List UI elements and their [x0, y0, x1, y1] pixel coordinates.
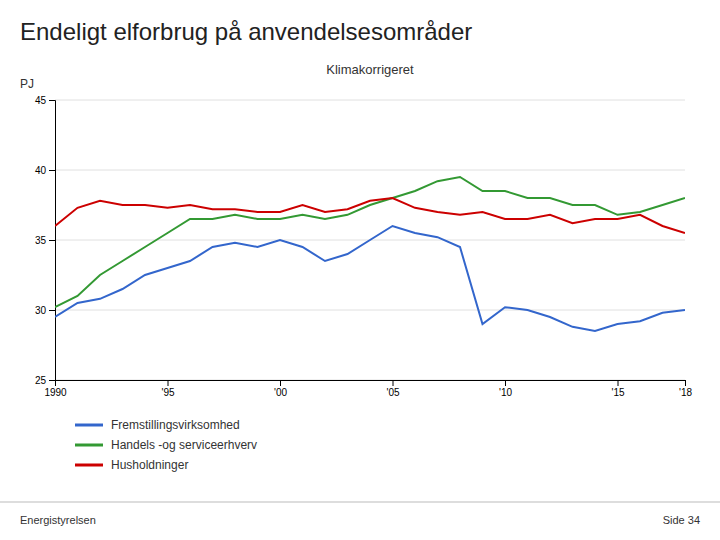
grid-line	[55, 170, 685, 171]
tick-label: '10	[499, 387, 512, 398]
tick: '05	[386, 380, 399, 398]
tick: '10	[499, 380, 512, 398]
tick: '15	[611, 380, 624, 398]
tick-mark	[618, 380, 619, 386]
legend-label: Fremstillingsvirksomhed	[111, 418, 240, 432]
legend: Fremstillingsvirksomhed Handels -og servi…	[75, 418, 257, 472]
tick: '95	[161, 380, 174, 398]
subtitle: Klimakorrigeret	[326, 62, 414, 77]
line	[55, 198, 685, 233]
tick-label: '18	[679, 387, 692, 398]
plot-area: 1990 '95 '00 '05 '10 '15 '18 25 30 35 40 45	[35, 95, 693, 398]
tick-label: '00	[274, 387, 287, 398]
legend-item: Fremstillingsvirksomhed	[75, 418, 240, 432]
legend-swatch	[75, 464, 103, 467]
y-axis: 25 30 35 40 45	[35, 95, 56, 386]
footer-rule	[0, 502, 720, 503]
tick-label: 45	[35, 95, 47, 106]
tick-label: 35	[35, 235, 47, 246]
chart: Endeligt elforbrug på anvendelsesområder…	[0, 0, 720, 540]
footer-text: Energistyrelsen	[20, 514, 96, 526]
y-axis-label: PJ	[20, 77, 34, 91]
axis-domain	[49, 101, 56, 381]
tick-label: 30	[35, 305, 47, 316]
tick-label: 25	[35, 375, 47, 386]
tick: '00	[274, 380, 287, 398]
tick: 45	[35, 95, 55, 106]
tick-mark	[280, 380, 281, 386]
tick: 30	[35, 305, 55, 316]
tick-mark	[49, 100, 55, 101]
legend-swatch	[75, 444, 103, 447]
line	[55, 177, 685, 307]
tick-mark	[505, 380, 506, 386]
tick-label: '15	[611, 387, 624, 398]
legend-swatch	[75, 424, 103, 427]
tick-label: 40	[35, 165, 47, 176]
legend-label: Husholdninger	[111, 458, 188, 472]
line	[55, 226, 685, 331]
tick-label: '05	[386, 387, 399, 398]
grid-line	[55, 100, 685, 101]
tick-mark	[685, 380, 686, 386]
tick: '18	[679, 380, 692, 398]
tick: 40	[35, 165, 55, 176]
tick-mark	[168, 380, 169, 386]
tick-label: 1990	[44, 387, 67, 398]
tick-mark	[49, 240, 55, 241]
tick: 25	[35, 375, 55, 386]
legend-item: Handels -og serviceerhverv	[75, 438, 257, 452]
tick-mark	[49, 170, 55, 171]
tick-mark	[49, 380, 55, 381]
series-group	[55, 177, 685, 331]
tick-mark	[49, 310, 55, 311]
grid-line	[55, 310, 685, 311]
title: Endeligt elforbrug på anvendelsesområder	[20, 18, 472, 45]
x-axis: 1990 '95 '00 '05 '10 '15 '18	[44, 380, 692, 398]
tick: 1990	[44, 380, 67, 398]
tick: 35	[35, 235, 55, 246]
grid	[55, 100, 685, 380]
tick-label: '95	[161, 387, 174, 398]
legend-item: Husholdninger	[75, 458, 188, 472]
axis-domain	[56, 381, 686, 387]
footer-text: Side 34	[663, 514, 700, 526]
legend-label: Handels -og serviceerhverv	[111, 438, 257, 452]
tick-mark	[393, 380, 394, 386]
